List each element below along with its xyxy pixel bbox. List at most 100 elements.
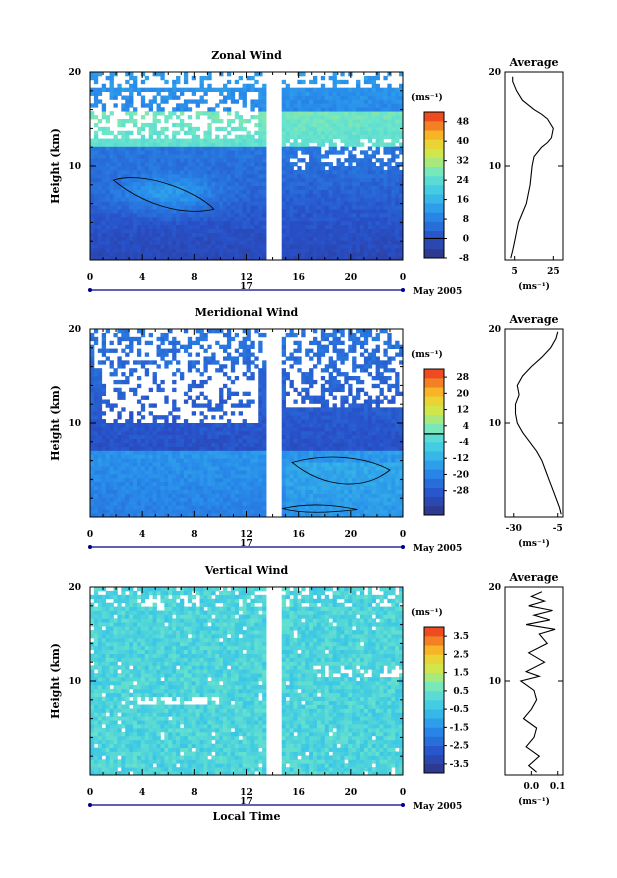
heatmap-cell bbox=[106, 478, 110, 482]
heatmap-cell bbox=[231, 127, 235, 131]
heatmap-cell bbox=[172, 454, 176, 458]
heatmap-cell bbox=[380, 111, 384, 115]
heatmap-cell bbox=[223, 454, 227, 458]
heatmap-cell bbox=[145, 244, 149, 248]
heatmap-cell bbox=[301, 143, 305, 147]
heatmap-cell bbox=[305, 454, 309, 458]
heatmap-cell bbox=[219, 482, 223, 486]
heatmap-cell bbox=[203, 458, 207, 462]
heatmap-cell bbox=[290, 329, 294, 333]
heatmap-cell bbox=[180, 217, 184, 221]
heatmap-cell bbox=[301, 400, 305, 404]
heatmap-cell bbox=[309, 244, 313, 248]
heatmap-cell bbox=[372, 76, 376, 80]
heatmap-cell bbox=[395, 139, 399, 143]
heatmap-cell bbox=[113, 458, 117, 462]
heatmap-cell bbox=[250, 470, 254, 474]
heatmap-cell bbox=[176, 454, 180, 458]
heatmap-cell bbox=[168, 252, 172, 256]
heatmap-cell bbox=[113, 143, 117, 147]
heatmap-cell bbox=[243, 372, 247, 376]
heatmap-cell bbox=[149, 411, 153, 415]
heatmap-cell bbox=[168, 458, 172, 462]
heatmap-cell bbox=[297, 244, 301, 248]
heatmap-cell bbox=[90, 462, 94, 466]
heatmap-cell bbox=[356, 92, 360, 96]
heatmap-cell bbox=[164, 139, 168, 143]
heatmap-cell bbox=[102, 186, 106, 190]
heatmap-cell bbox=[102, 248, 106, 252]
heatmap-cell bbox=[215, 329, 219, 333]
heatmap-cell bbox=[250, 439, 254, 443]
heatmap-cell bbox=[211, 482, 215, 486]
heatmap-cell bbox=[176, 107, 180, 111]
heatmap-cell bbox=[227, 123, 231, 127]
heatmap-cell bbox=[196, 501, 200, 505]
heatmap-cell bbox=[301, 135, 305, 139]
heatmap-cell bbox=[262, 474, 266, 478]
heatmap-cell bbox=[395, 96, 399, 100]
heatmap-cell bbox=[94, 341, 98, 345]
heatmap-cell bbox=[372, 205, 376, 209]
heatmap-cell bbox=[98, 158, 102, 162]
heatmap-cell bbox=[207, 454, 211, 458]
heatmap-cell bbox=[262, 501, 266, 505]
heatmap-cell bbox=[145, 509, 149, 513]
heatmap-cell bbox=[207, 115, 211, 119]
heatmap-cell bbox=[157, 217, 161, 221]
heatmap-cell bbox=[333, 80, 337, 84]
heatmap-cell bbox=[192, 139, 196, 143]
heatmap-cell bbox=[90, 233, 94, 237]
heatmap-cell bbox=[305, 92, 309, 96]
heatmap-cell bbox=[203, 88, 207, 92]
heatmap-cell bbox=[215, 197, 219, 201]
heatmap-cell bbox=[207, 193, 211, 197]
heatmap-cell bbox=[340, 209, 344, 213]
heatmap-cell bbox=[247, 435, 251, 439]
heatmap-cell bbox=[282, 154, 286, 158]
heatmap-cell bbox=[286, 501, 290, 505]
heatmap-cell bbox=[286, 229, 290, 233]
heatmap-cell bbox=[297, 146, 301, 150]
heatmap-cell bbox=[235, 458, 239, 462]
heatmap-cell bbox=[137, 349, 141, 353]
heatmap-cell bbox=[301, 178, 305, 182]
heatmap-cell bbox=[129, 482, 133, 486]
heatmap-cell bbox=[247, 209, 251, 213]
heatmap-cell bbox=[153, 252, 157, 256]
heatmap-cell bbox=[137, 447, 141, 451]
heatmap-cell bbox=[211, 111, 215, 115]
heatmap-cell bbox=[106, 178, 110, 182]
heatmap-cell bbox=[286, 419, 290, 423]
heatmap-cell bbox=[395, 229, 399, 233]
heatmap-cell bbox=[137, 494, 141, 498]
heatmap-cell bbox=[141, 150, 145, 154]
heatmap-cell bbox=[321, 221, 325, 225]
heatmap-cell bbox=[102, 494, 106, 498]
heatmap-cell bbox=[293, 229, 297, 233]
heatmap-cell bbox=[90, 72, 94, 76]
heatmap-cell bbox=[329, 88, 333, 92]
heatmap-cell bbox=[333, 123, 337, 127]
heatmap-cell bbox=[168, 115, 172, 119]
heatmap-cell bbox=[297, 252, 301, 256]
heatmap-cell bbox=[360, 252, 364, 256]
heatmap-cell bbox=[192, 411, 196, 415]
heatmap-cell bbox=[200, 458, 204, 462]
heatmap-cell bbox=[344, 221, 348, 225]
heatmap-cell bbox=[149, 107, 153, 111]
heatmap-cell bbox=[325, 150, 329, 154]
heatmap-cell bbox=[121, 88, 125, 92]
heatmap-cell bbox=[207, 150, 211, 154]
heatmap-cell bbox=[258, 154, 262, 158]
heatmap-cell bbox=[243, 209, 247, 213]
heatmap-cell bbox=[176, 470, 180, 474]
heatmap-cell bbox=[164, 450, 168, 454]
heatmap-cell bbox=[231, 217, 235, 221]
heatmap-cell bbox=[168, 225, 172, 229]
heatmap-cell bbox=[325, 170, 329, 174]
heatmap-cell bbox=[145, 470, 149, 474]
heatmap-cell bbox=[90, 411, 94, 415]
heatmap-cell bbox=[121, 454, 125, 458]
heatmap-cell bbox=[172, 217, 176, 221]
